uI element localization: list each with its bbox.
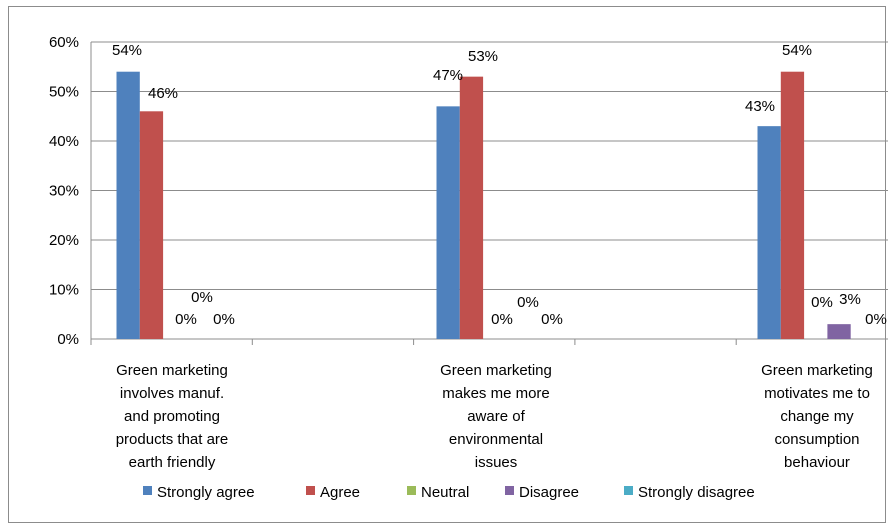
data-label: 0% (213, 311, 235, 328)
data-label: 0% (491, 311, 513, 328)
category-label: involves manuf. (120, 385, 224, 402)
data-label: 0% (811, 294, 833, 311)
data-label: 0% (175, 311, 197, 328)
legend-label: Disagree (519, 484, 579, 501)
category-label: consumption (774, 431, 859, 448)
data-label: 0% (517, 294, 539, 311)
legend-swatch (505, 486, 514, 495)
data-label: 0% (541, 311, 563, 328)
data-label: 43% (745, 98, 775, 115)
y-tick-label: 40% (49, 133, 79, 150)
category-label: issues (475, 454, 518, 471)
bar (757, 126, 781, 340)
bar (116, 71, 140, 339)
data-label: 46% (148, 85, 178, 102)
y-tick-label: 60% (49, 34, 79, 51)
bar (139, 111, 164, 339)
data-label: 0% (865, 311, 887, 328)
legend-swatch (143, 486, 152, 495)
data-label: 54% (782, 42, 812, 59)
bar (780, 71, 805, 339)
legend-swatch (407, 486, 416, 495)
data-label: 47% (433, 67, 463, 84)
y-tick-label: 0% (57, 331, 79, 348)
data-label: 53% (468, 48, 498, 65)
data-label: 0% (191, 289, 213, 306)
category-label: environmental (449, 431, 543, 448)
legend-label: Strongly agree (157, 484, 255, 501)
bar (827, 324, 851, 339)
y-tick-label: 50% (49, 84, 79, 101)
y-tick-label: 30% (49, 183, 79, 200)
category-label: change my (780, 408, 854, 425)
legend-label: Strongly disagree (638, 484, 755, 501)
data-label: 54% (112, 42, 142, 59)
category-label: Green marketing (761, 362, 873, 379)
bar (436, 106, 460, 339)
category-label: earth friendly (129, 454, 216, 471)
category-label: Green marketing (116, 362, 228, 379)
category-label: behaviour (784, 454, 850, 471)
category-label: and promoting (124, 408, 220, 425)
legend-label: Neutral (421, 484, 469, 501)
y-tick-label: 20% (49, 232, 79, 249)
category-label: aware of (467, 408, 525, 425)
category-label: makes me more (442, 385, 550, 402)
bar (459, 76, 484, 340)
legend-swatch (306, 486, 315, 495)
category-label: products that are (116, 431, 229, 448)
legend-label: Agree (320, 484, 360, 501)
category-label: Green marketing (440, 362, 552, 379)
category-label: motivates me to (764, 385, 870, 402)
y-tick-label: 10% (49, 282, 79, 299)
legend-swatch (624, 486, 633, 495)
data-label: 3% (839, 291, 861, 308)
